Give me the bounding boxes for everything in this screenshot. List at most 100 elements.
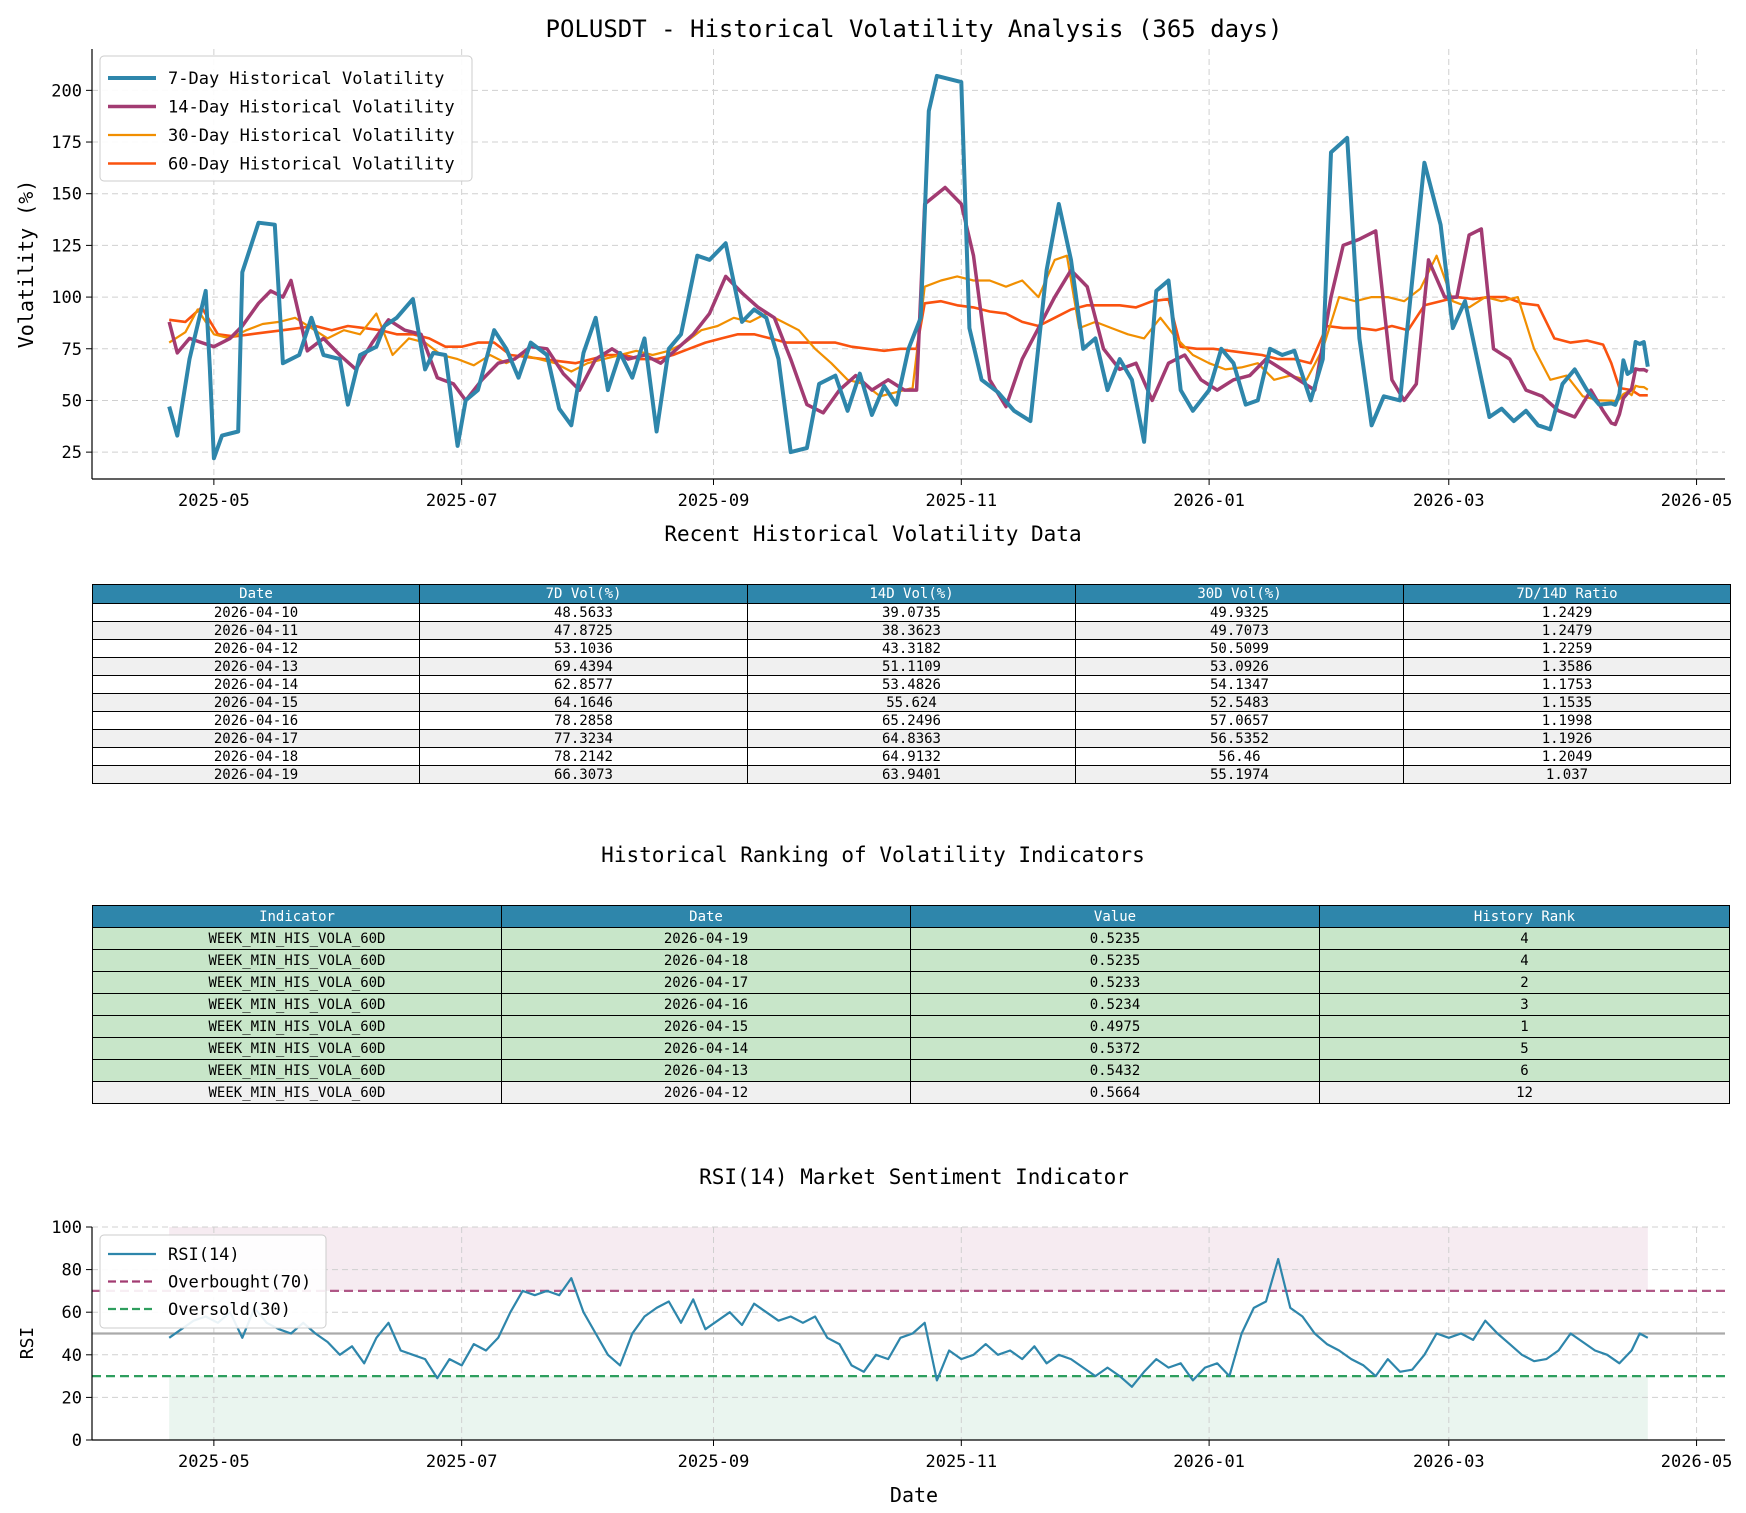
table-row: 2026-04-10 48.5633 39.0735 49.9325 1.2429 <box>92 603 1731 622</box>
table-cell: 53.0926 <box>1075 657 1404 676</box>
vol-y-tick-label: 125 <box>51 236 82 256</box>
table-cell: 2026-04-13 <box>92 657 420 676</box>
table-cell: 0.5432 <box>910 1059 1320 1082</box>
table-cell: 1.2429 <box>1403 603 1731 622</box>
volatility-legend: 7-Day Historical Volatility 14-Day Histor… <box>99 55 473 182</box>
table-row: 2026-04-11 47.8725 38.3623 49.7073 1.2479 <box>92 621 1731 640</box>
table-cell: 55.1974 <box>1075 765 1404 784</box>
table-cell: 53.4826 <box>747 675 1076 694</box>
table-cell: 2 <box>1319 971 1730 994</box>
rsi-x-tick-label: 2025-05 <box>178 1452 250 1472</box>
table-cell: 63.9401 <box>747 765 1076 784</box>
vol-x-tick-label: 2025-07 <box>426 491 498 511</box>
vol-y-tick-label: 200 <box>51 81 82 101</box>
table-row: WEEK_MIN_HIS_VOLA_60D 2026-04-16 0.5234 3 <box>92 993 1730 1016</box>
rsi-line <box>168 1257 1649 1388</box>
vol-x-tick-label: 2025-11 <box>925 491 997 511</box>
table-cell: WEEK_MIN_HIS_VOLA_60D <box>92 1059 502 1082</box>
table-cell: 39.0735 <box>747 603 1076 622</box>
table-row: WEEK_MIN_HIS_VOLA_60D 2026-04-18 0.5235 4 <box>92 949 1730 972</box>
ranking-table: Indicator Date Value History Rank WEEK_MIN_… <box>92 905 1730 1104</box>
rsi-legend-label: Oversold(30) <box>168 1300 291 1320</box>
table-cell: 0.5234 <box>910 993 1320 1016</box>
table-cell: 64.1646 <box>419 693 748 712</box>
table-cell: 0.5664 <box>910 1081 1320 1104</box>
ranking-table-title: Historical Ranking of Volatility Indicat… <box>601 843 1145 867</box>
table-row: 2026-04-19 66.3073 63.9401 55.1974 1.037 <box>92 765 1731 784</box>
table-cell: 2026-04-14 <box>92 675 420 694</box>
table-row: WEEK_MIN_HIS_VOLA_60D 2026-04-19 0.5235 4 <box>92 927 1730 950</box>
table-cell: 2026-04-10 <box>92 603 420 622</box>
table-cell: WEEK_MIN_HIS_VOLA_60D <box>92 1015 502 1038</box>
table-cell: WEEK_MIN_HIS_VOLA_60D <box>92 1081 502 1104</box>
rsi-y-tick-label: 40 <box>62 1346 82 1366</box>
table-row: 2026-04-13 69.4394 51.1109 53.0926 1.3586 <box>92 657 1731 676</box>
volatility-chart-title: POLUSDT - Historical Volatility Analysis… <box>546 15 1283 43</box>
table-cell: 54.1347 <box>1075 675 1404 694</box>
rsi-legend-label: Overbought(70) <box>168 1273 311 1293</box>
table-cell: 49.9325 <box>1075 603 1404 622</box>
table-row: 2026-04-12 53.1036 43.3182 50.5099 1.2259 <box>92 639 1731 658</box>
table-row: 2026-04-14 62.8577 53.4826 54.1347 1.1753 <box>92 675 1731 694</box>
table-cell: 2026-04-14 <box>501 1037 911 1060</box>
table-cell: 0.5233 <box>910 971 1320 994</box>
rsi-y-tick-label: 80 <box>62 1261 82 1281</box>
table-cell: 38.3623 <box>747 621 1076 640</box>
vol-x-tick-label: 2026-03 <box>1413 491 1485 511</box>
recent-volatility-table: Date 7D Vol(%) 14D Vol(%) 30D Vol(%) 7D/14D … <box>92 584 1731 784</box>
table-cell: 6 <box>1319 1059 1730 1082</box>
table-cell: 1 <box>1319 1015 1730 1038</box>
table-cell: 53.1036 <box>419 639 748 658</box>
vol-y-tick-label: 50 <box>62 391 82 411</box>
table-cell: 48.5633 <box>419 603 748 622</box>
recent-table-title: Recent Historical Volatility Data <box>664 522 1082 546</box>
volatility-y-axis-label: Volatility (%) <box>14 180 38 349</box>
vol-legend-label: 60-Day Historical Volatility <box>168 155 455 175</box>
table-cell: 65.2496 <box>747 711 1076 730</box>
table-header-cell: Value <box>910 905 1320 928</box>
vol-x-tick-label: 2026-01 <box>1173 491 1245 511</box>
table-cell: 4 <box>1319 927 1730 950</box>
table-cell: 66.3073 <box>419 765 748 784</box>
vol-y-tick-label: 175 <box>51 133 82 153</box>
rsi-y-tick-label: 60 <box>62 1303 82 1323</box>
oversold-zone <box>169 1376 1648 1440</box>
rsi-chart: RSI(14) Market Sentiment Indicator RSI D… <box>17 1165 1732 1507</box>
table-cell: 1.3586 <box>1403 657 1731 676</box>
table-cell: 1.2049 <box>1403 747 1731 766</box>
table-cell: 0.4975 <box>910 1015 1320 1038</box>
table-cell: 77.3234 <box>419 729 748 748</box>
table-row: 2026-04-15 64.1646 55.624 52.5483 1.1535 <box>92 693 1731 712</box>
table-cell: 2026-04-13 <box>501 1059 911 1082</box>
rsi-x-axis-label: Date <box>890 1483 938 1507</box>
table-cell: 2026-04-16 <box>501 993 911 1016</box>
rsi-y-tick-label: 100 <box>51 1218 82 1238</box>
table-header-cell: History Rank <box>1319 905 1730 928</box>
rsi-x-tick-label: 2025-07 <box>426 1452 498 1472</box>
table-cell: 78.2142 <box>419 747 748 766</box>
rsi-y-axis-label: RSI <box>17 1327 38 1360</box>
table-row: WEEK_MIN_HIS_VOLA_60D 2026-04-14 0.5372 5 <box>92 1037 1730 1060</box>
table-cell: 2026-04-18 <box>501 949 911 972</box>
table-header-cell: 7D Vol(%) <box>419 584 748 604</box>
table-cell: 2026-04-15 <box>92 693 420 712</box>
table-cell: 2026-04-19 <box>501 927 911 950</box>
rsi-axes: 2025-05 2025-07 2025-09 2025-11 2026-01 2026-… <box>51 1218 1732 1472</box>
table-cell: WEEK_MIN_HIS_VOLA_60D <box>92 1037 502 1060</box>
table-cell: 2026-04-18 <box>92 747 420 766</box>
table-header-cell: Indicator <box>92 905 502 928</box>
vol7-line <box>167 73 1650 461</box>
vol-legend-label: 7-Day Historical Volatility <box>168 69 444 89</box>
rsi-x-tick-label: 2026-01 <box>1173 1452 1245 1472</box>
table-row: WEEK_MIN_HIS_VOLA_60D 2026-04-15 0.4975 1 <box>92 1015 1730 1038</box>
rsi-y-tick-label: 20 <box>62 1388 82 1408</box>
rsi-x-tick-label: 2025-09 <box>678 1452 750 1472</box>
rsi-legend-label: RSI(14) <box>168 1245 240 1265</box>
vol14-line <box>167 185 1649 427</box>
vol-y-tick-label: 100 <box>51 288 82 308</box>
table-cell: 1.1535 <box>1403 693 1731 712</box>
table-cell: 56.5352 <box>1075 729 1404 748</box>
table-row: 2026-04-18 78.2142 64.9132 56.46 1.2049 <box>92 747 1731 766</box>
table-cell: 1.1753 <box>1403 675 1731 694</box>
table-cell: WEEK_MIN_HIS_VOLA_60D <box>92 949 502 972</box>
